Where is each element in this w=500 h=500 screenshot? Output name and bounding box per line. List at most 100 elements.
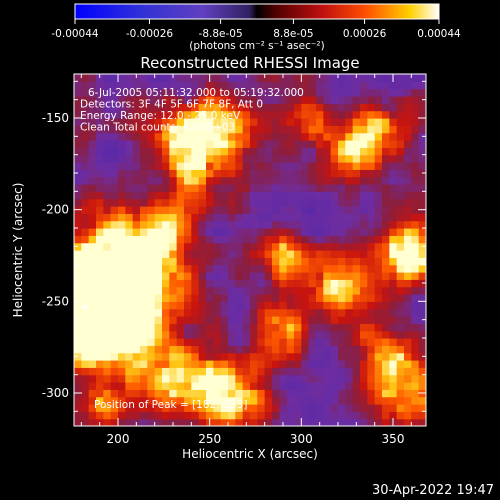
heatmap-cell [169,404,178,412]
heatmap-cell [404,264,412,273]
heatmap-cell [228,264,236,273]
heatmap-cell [404,235,412,244]
heatmap-cell [396,404,405,412]
heatmap-cell [242,213,251,222]
heatmap-cell [176,147,185,156]
heatmap-cell [352,103,361,112]
heatmap-cell [162,103,170,112]
heatmap-cell [360,169,368,178]
heatmap-cell [118,169,126,178]
heatmap-cell [411,382,420,390]
heatmap-cell [220,286,229,295]
heatmap-cell [140,110,148,119]
heatmap-cell [367,88,376,97]
heatmap-cell [242,286,251,295]
heatmap-cell [176,242,185,251]
heatmap-cell [191,176,200,185]
heatmap-cell [352,118,361,126]
heatmap-cell [169,257,178,266]
heatmap-cell [88,264,97,273]
heatmap-cell [74,198,82,207]
heatmap-cell [352,374,361,383]
heatmap-cell [382,162,390,170]
heatmap-cell [132,257,141,266]
heatmap-cell [169,374,178,383]
heatmap-cell [88,220,97,229]
heatmap-cell [330,132,339,141]
heatmap-cell [382,330,390,339]
heatmap-cell [96,140,104,148]
heatmap-cell [125,235,134,244]
heatmap-cell [404,411,412,420]
heatmap-cell [162,140,170,148]
heatmap-cell [176,206,185,214]
heatmap-cell [103,389,112,398]
heatmap-cell [352,264,361,273]
heatmap-cell [184,338,192,346]
heatmap-cell [250,88,258,97]
heatmap-cell [242,184,251,192]
heatmap-cell [140,257,148,266]
heatmap-cell [389,301,398,310]
heatmap-cell [169,96,178,104]
heatmap-cell [338,418,346,426]
heatmap-cell [345,360,354,368]
heatmap-cell [286,294,295,302]
heatmap-cell [360,228,368,236]
heatmap-cell [96,316,104,324]
heatmap-cell [213,110,222,119]
heatmap-cell [272,206,280,214]
heatmap-cell [235,411,244,420]
heatmap-cell [404,338,412,346]
heatmap-cell [404,360,412,368]
heatmap-cell [103,154,112,163]
heatmap-cell [118,308,126,317]
heatmap-cell [74,220,82,229]
heatmap-cell [184,213,192,222]
heatmap-cell [404,140,412,148]
heatmap-cell [103,279,112,288]
heatmap-cell [367,330,376,339]
heatmap-cell [360,411,368,420]
heatmap-cell [198,345,207,354]
heatmap-cell [242,279,251,288]
heatmap-cell [235,367,244,376]
heatmap-cell [308,103,317,112]
heatmap-cell [206,396,214,405]
heatmap-cell [191,147,200,156]
heatmap-cell [176,382,185,390]
heatmap-cell [96,396,104,405]
heatmap-cell [169,242,178,251]
heatmap-cell [272,191,280,200]
heatmap-cell [367,367,376,376]
heatmap-cell [367,213,376,222]
heatmap-cell [96,257,104,266]
heatmap-cell [272,184,280,192]
heatmap-cell [360,198,368,207]
heatmap-cell [389,250,398,258]
heatmap-cell [279,228,288,236]
heatmap-cell [330,74,339,82]
heatmap-cell [264,330,273,339]
heatmap-cell [140,206,148,214]
heatmap-cell [103,272,112,280]
heatmap-cell [316,301,324,310]
heatmap-cell [140,96,148,104]
heatmap-cell [132,301,141,310]
heatmap-cell [323,228,332,236]
heatmap-cell [316,206,324,214]
heatmap-cell [220,103,229,112]
heatmap-cell [411,323,420,332]
heatmap-cell [294,147,302,156]
heatmap-cell [140,154,148,163]
heatmap-cell [147,220,156,229]
heatmap-cell [323,367,332,376]
heatmap-cell [360,140,368,148]
heatmap-cell [147,367,156,376]
heatmap-cell [213,308,222,317]
heatmap-cell [103,257,112,266]
heatmap-cell [352,88,361,97]
heatmap-cell [294,235,302,244]
heatmap-cell [235,323,244,332]
heatmap-cell [374,191,383,200]
